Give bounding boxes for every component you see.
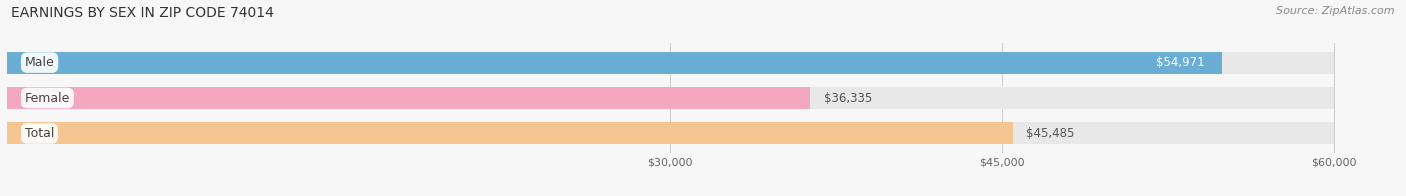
Bar [7,122,1334,144]
Text: $54,971: $54,971 [1156,56,1205,69]
Text: $45,485: $45,485 [1026,127,1074,140]
Bar [7,87,1334,109]
Bar [7,52,1222,74]
Text: $36,335: $36,335 [824,92,872,104]
Text: Female: Female [25,92,70,104]
Text: EARNINGS BY SEX IN ZIP CODE 74014: EARNINGS BY SEX IN ZIP CODE 74014 [11,6,274,20]
Bar [7,122,1012,144]
Text: Total: Total [25,127,53,140]
Bar [7,52,1334,74]
Bar [7,87,810,109]
Text: Male: Male [25,56,55,69]
Text: Source: ZipAtlas.com: Source: ZipAtlas.com [1277,6,1395,16]
